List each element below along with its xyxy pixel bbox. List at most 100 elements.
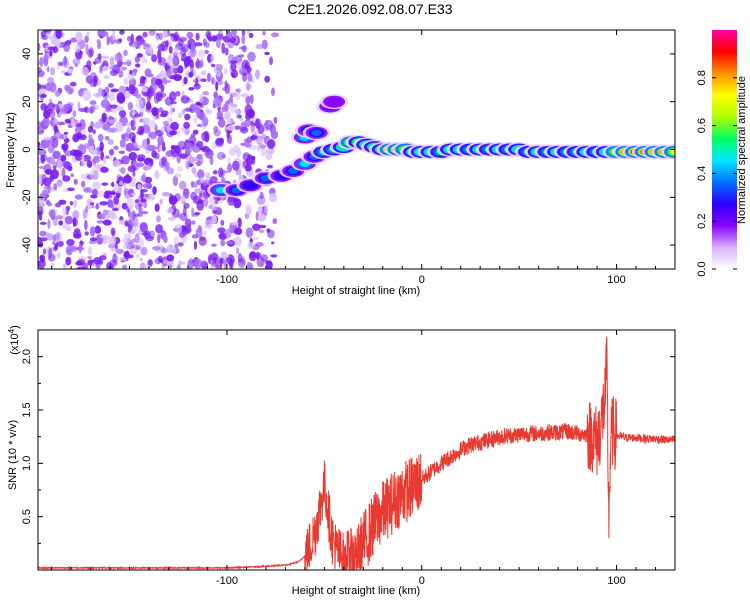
- noise-speckle: [39, 56, 44, 67]
- noise-speckle: [200, 177, 204, 183]
- noise-speckle: [177, 242, 184, 247]
- noise-speckle: [169, 106, 173, 116]
- noise-speckle: [196, 140, 204, 148]
- noise-speckle: [199, 93, 204, 103]
- noise-speckle: [171, 246, 177, 254]
- snr-ytick-label: 1.5: [21, 402, 33, 417]
- noise-speckle: [43, 136, 51, 141]
- noise-speckle: [255, 69, 260, 80]
- noise-speckle: [159, 107, 164, 112]
- noise-speckle: [223, 259, 228, 269]
- noise-speckle: [64, 131, 68, 135]
- noise-speckle: [218, 167, 224, 178]
- noise-speckle: [122, 243, 131, 250]
- noise-speckle: [54, 90, 61, 97]
- noise-speckle: [203, 196, 209, 208]
- noise-speckle: [45, 233, 54, 241]
- noise-speckle: [140, 189, 144, 200]
- noise-speckle: [131, 86, 139, 97]
- noise-speckle: [118, 219, 126, 225]
- noise-speckle: [106, 35, 110, 46]
- noise-speckle: [77, 101, 81, 110]
- noise-speckle: [183, 121, 191, 129]
- noise-speckle: [43, 248, 46, 255]
- noise-speckle: [134, 232, 140, 244]
- noise-speckle: [212, 96, 222, 107]
- noise-speckle: [146, 73, 154, 78]
- noise-speckle: [112, 30, 116, 41]
- noise-speckle: [55, 215, 63, 220]
- noise-speckle: [170, 144, 177, 150]
- noise-speckle: [50, 262, 54, 268]
- noise-speckle: [264, 204, 269, 215]
- noise-speckle: [87, 125, 94, 133]
- noise-speckle: [216, 255, 221, 261]
- noise-speckle: [73, 119, 79, 125]
- noise-speckle: [157, 43, 166, 52]
- noise-speckle: [230, 62, 237, 72]
- noise-speckle: [258, 205, 263, 215]
- colorbar-gradient: [712, 30, 737, 269]
- noise-speckle: [191, 167, 197, 174]
- noise-speckle: [237, 217, 242, 228]
- noise-speckle: [78, 243, 82, 254]
- noise-speckle: [231, 221, 239, 226]
- noise-speckle: [41, 141, 49, 149]
- noise-speckle: [45, 168, 53, 175]
- noise-speckle: [103, 74, 110, 80]
- noise-speckle: [233, 179, 237, 184]
- noise-speckle: [109, 65, 118, 70]
- noise-speckle: [80, 173, 87, 180]
- noise-speckle: [146, 144, 156, 152]
- snr-xtick-label: 0: [419, 575, 425, 587]
- noise-speckle: [122, 132, 130, 142]
- noise-speckle: [186, 31, 194, 39]
- noise-speckle: [62, 263, 68, 269]
- noise-speckle: [144, 264, 152, 269]
- noise-speckle: [74, 44, 81, 53]
- noise-speckle: [99, 201, 108, 206]
- noise-speckle: [115, 106, 124, 111]
- noise-speckle: [174, 173, 181, 178]
- noise-speckle: [129, 69, 133, 75]
- noise-speckle: [51, 146, 55, 152]
- noise-speckle: [46, 156, 56, 165]
- noise-speckle: [84, 231, 89, 236]
- snr-series-line: [38, 335, 675, 570]
- noise-speckle: [141, 232, 149, 236]
- noise-speckle: [42, 177, 52, 187]
- noise-speckle: [87, 137, 95, 147]
- snr-xtick-label: 100: [607, 575, 625, 587]
- noise-speckle: [213, 129, 221, 137]
- noise-speckle: [46, 31, 53, 40]
- noise-speckle: [257, 138, 264, 144]
- noise-speckle: [102, 65, 109, 72]
- colorbar: 0.0 0.2 0.4 0.6 0.8 Normalized spectral ampl…: [696, 30, 748, 277]
- noise-speckle: [120, 66, 128, 71]
- noise-speckle: [195, 155, 204, 166]
- noise-speckle: [75, 31, 83, 43]
- noise-speckle: [241, 45, 247, 53]
- noise-speckle: [92, 129, 96, 135]
- noise-speckle: [125, 142, 134, 152]
- noise-speckle: [109, 248, 119, 252]
- noise-speckle: [257, 252, 262, 258]
- noise-speckle: [244, 142, 252, 148]
- noise-speckle: [247, 72, 253, 82]
- noise-speckle: [255, 242, 264, 247]
- noise-speckle: [110, 204, 115, 209]
- branch-point: [302, 125, 331, 141]
- noise-speckle: [60, 154, 67, 162]
- noise-speckle: [152, 246, 161, 251]
- noise-speckle: [157, 57, 167, 66]
- noise-speckle: [101, 182, 109, 186]
- snr-frame: [37, 329, 676, 571]
- noise-speckle: [121, 202, 128, 210]
- spectrogram-xtick-label: 0: [419, 274, 425, 286]
- noise-speckle: [43, 109, 51, 119]
- noise-speckle: [87, 256, 93, 260]
- noise-speckle: [143, 200, 148, 209]
- snr-scale-exponent: 4: [7, 328, 16, 333]
- noise-speckle: [224, 80, 228, 91]
- noise-speckle: [241, 34, 246, 45]
